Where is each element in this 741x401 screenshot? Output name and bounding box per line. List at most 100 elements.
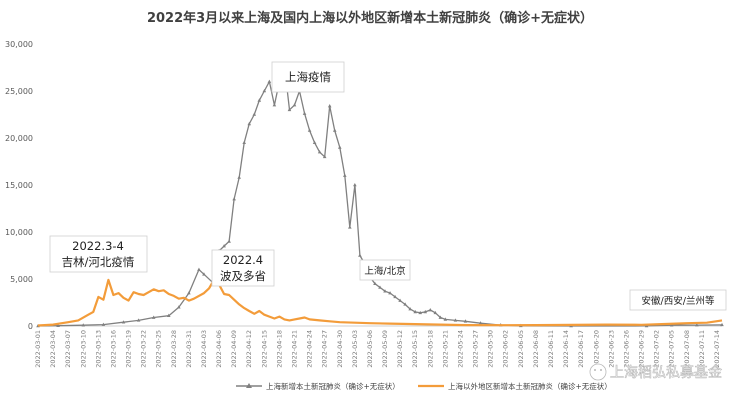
series-layer <box>36 63 724 328</box>
data-point <box>695 323 699 327</box>
annotation-box <box>271 61 345 93</box>
x-tick-label: 2022-07-02 <box>653 330 661 368</box>
x-tick-label: 2022-04-09 <box>230 330 238 368</box>
annotation-line-1: 上海/北京 <box>364 265 405 277</box>
y-tick-label: 10,000 <box>5 228 33 237</box>
data-point <box>317 150 322 154</box>
x-tick-label: 2022-05-12 <box>396 330 404 368</box>
x-tick-label: 2022-05-27 <box>472 330 480 368</box>
data-point <box>81 323 86 327</box>
x-tick-label: 2022-06-11 <box>547 330 555 368</box>
x-tick-label: 2022-03-25 <box>155 330 163 368</box>
x-tick-label: 2022-04-18 <box>275 330 283 368</box>
data-point <box>101 322 106 326</box>
data-point <box>438 315 443 319</box>
x-tick-label: 2022-03-22 <box>140 330 148 368</box>
data-point <box>463 319 468 323</box>
annotation-box <box>211 249 275 287</box>
x-tick-label: 2022-03-16 <box>109 330 117 368</box>
x-tick-label: 2022-05-09 <box>381 330 389 368</box>
annotation-line-1: 安徽/西安/兰州等 <box>642 295 715 307</box>
chart-title: 2022年3月以来上海及国内上海以外地区新增本土新冠肺炎（确诊+无症状） <box>147 10 593 26</box>
x-tick-label: 2022-03-31 <box>185 330 193 368</box>
annotation-line-2: 吉林/河北疫情 <box>62 255 135 269</box>
x-tick-label: 2022-05-21 <box>441 330 449 368</box>
data-point <box>332 128 337 132</box>
x-tick-label: 2022-03-19 <box>125 330 133 368</box>
data-point <box>252 112 257 116</box>
legend-label: 上海以外地区新增本土新冠肺炎（确诊+无症状） <box>448 381 612 391</box>
data-point <box>322 154 327 159</box>
y-tick-label: 30,000 <box>5 40 33 49</box>
data-point <box>222 244 226 248</box>
data-point <box>232 197 236 201</box>
x-tick-label: 2022-04-30 <box>336 330 344 368</box>
data-point <box>121 320 126 324</box>
data-point <box>197 267 201 271</box>
data-point <box>342 173 347 177</box>
x-tick-label: 2022-04-03 <box>200 330 208 368</box>
x-tick-label: 2022-03-01 <box>34 330 42 368</box>
x-tick-label: 2022-04-15 <box>260 330 268 368</box>
data-point <box>202 272 206 276</box>
data-point <box>443 317 448 321</box>
x-tick-label: 2022-03-10 <box>79 330 87 368</box>
data-point <box>418 310 423 315</box>
watermark: 上海稻弘私募基金 <box>589 363 722 381</box>
legend-marker <box>246 383 252 388</box>
data-point <box>408 307 412 311</box>
x-tick-label: 2022-05-15 <box>411 330 419 368</box>
annotation-box <box>629 289 727 311</box>
data-point <box>337 145 342 149</box>
data-point <box>272 103 277 107</box>
data-point <box>187 291 191 295</box>
x-tick-label: 2022-06-08 <box>532 330 540 368</box>
data-point <box>242 140 247 144</box>
data-point <box>388 291 392 295</box>
wechat-icon-eye <box>594 369 596 371</box>
x-tick-label: 2022-03-13 <box>94 330 102 368</box>
annotation-line-1: 2022.3-4 <box>72 239 124 253</box>
x-tick-label: 2022-04-06 <box>215 330 223 368</box>
annotation-line-2: 波及多省 <box>220 269 266 283</box>
data-point <box>262 89 267 93</box>
data-point <box>257 98 262 102</box>
x-tick-label: 2022-07-05 <box>668 330 676 368</box>
data-point <box>398 298 402 302</box>
x-tick-label: 2022-05-24 <box>456 330 464 368</box>
x-tick-label: 2022-06-29 <box>638 330 646 368</box>
x-tick-label: 2022-06-14 <box>562 330 570 368</box>
annotation-box <box>49 235 148 273</box>
x-tick-label: 2022-04-24 <box>306 330 314 368</box>
y-tick-label: 0 <box>28 322 33 331</box>
data-point <box>423 309 428 314</box>
data-point <box>720 322 724 327</box>
annotation-jilin: 2022.3-4 吉林/河北疫情 <box>49 235 148 273</box>
x-tick-label: 2022-07-11 <box>698 330 706 368</box>
data-point <box>327 104 332 108</box>
watermark-text: 上海稻弘私募基金 <box>610 364 722 381</box>
data-point <box>358 253 362 257</box>
annotation-spread: 2022.4 波及多省 <box>211 249 275 287</box>
data-point <box>287 107 292 112</box>
x-tick-label: 2022-06-05 <box>517 330 525 368</box>
legend: 上海新增本土新冠肺炎（确诊+无症状） 上海以外地区新增本土新冠肺炎（确诊+无症状… <box>236 381 612 391</box>
x-tick-label: 2022-06-20 <box>592 330 600 368</box>
x-tick-label: 2022-03-07 <box>64 330 72 368</box>
annotation-line-1: 上海疫情 <box>285 70 331 84</box>
annotation-box <box>359 259 411 281</box>
data-point <box>378 285 382 289</box>
legend-item-shanghai: 上海新增本土新冠肺炎（确诊+无症状） <box>236 381 400 391</box>
x-tick-label: 2022-05-06 <box>366 330 374 368</box>
y-axis: 0 5,000 10,000 15,000 20,000 25,000 30,000 <box>5 40 33 331</box>
x-tick-label: 2022-07-08 <box>683 330 691 368</box>
series-line-outside <box>37 278 723 327</box>
x-tick-label: 2022-04-27 <box>321 330 329 368</box>
data-point <box>403 302 407 306</box>
data-point <box>247 121 252 126</box>
annotation-line-1: 2022.4 <box>223 253 263 267</box>
data-point <box>136 318 141 322</box>
data-point <box>478 321 483 325</box>
data-point <box>267 79 272 83</box>
x-tick-label: 2022-05-18 <box>426 330 434 368</box>
